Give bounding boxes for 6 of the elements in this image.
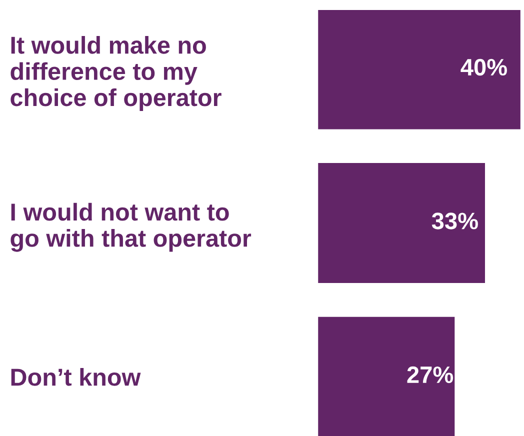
data-label: 40%: [460, 58, 507, 76]
data-label: 33%: [432, 212, 478, 230]
y-tick-label: It would make no difference to my choice of operator: [10, 36, 222, 112]
y-tick-label: I would not want to go with that operator: [10, 202, 252, 252]
data-label: 27%: [407, 366, 454, 384]
y-tick-label: Don’t know: [11, 368, 141, 386]
